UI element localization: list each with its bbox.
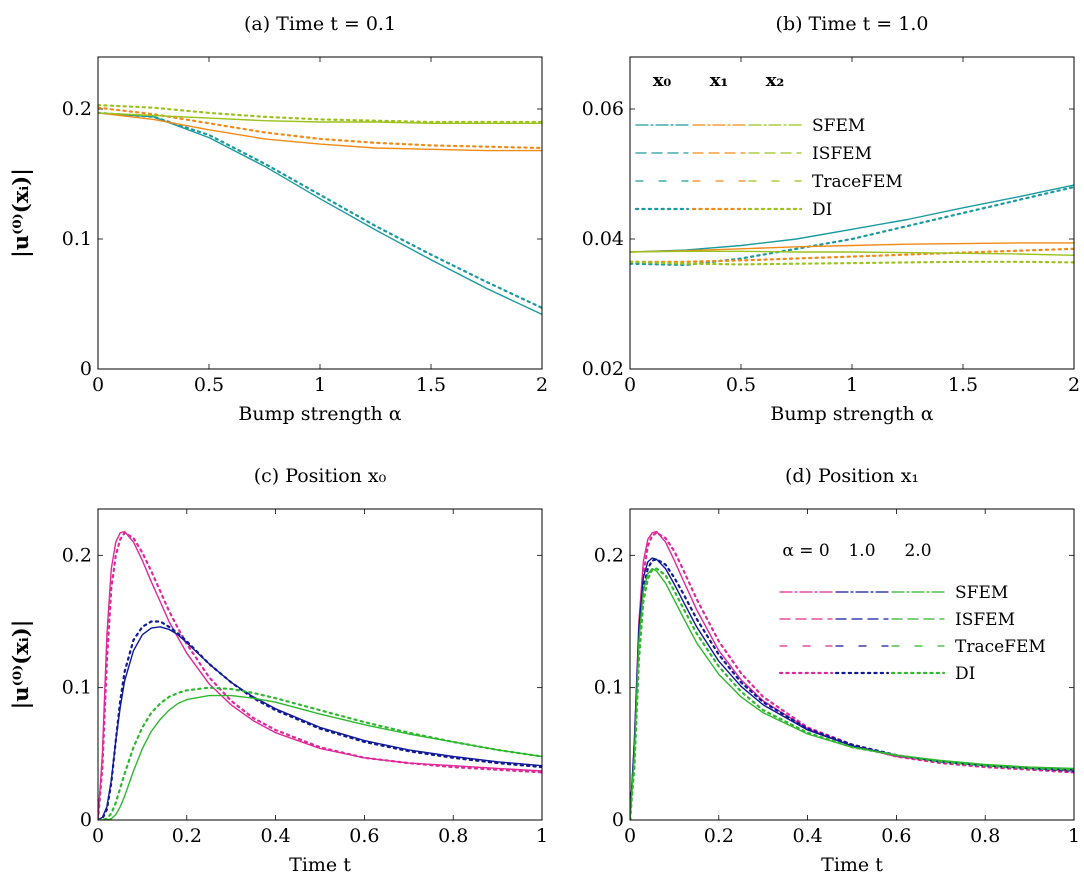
x-axis-label: Bump strength α <box>238 403 401 425</box>
series-line-yellowgreen-dotted <box>98 103 542 124</box>
x-tick-label: 1 <box>536 825 548 847</box>
legend-header: 1.0 <box>848 541 875 561</box>
chart-panel-c: (c) Position x₀ 0 0.2 0.4 0.6 0.8 1 0 0.1 0.2 Time… <box>8 465 548 876</box>
y-tick-label: 0.1 <box>594 677 624 699</box>
series-line-navy-solid <box>98 626 542 820</box>
chart-panel-b: (b) Time t = 1.0 0 0.5 1 1.5 2 0.02 0.04 0.06 Bum… <box>582 13 1080 425</box>
legend-header: 2.0 <box>904 541 931 561</box>
y-tick-label: 0.2 <box>62 544 92 566</box>
legend-label: SFEM <box>955 583 1008 603</box>
x-tick-label: 0.8 <box>438 825 468 847</box>
series-line-magenta-solid <box>98 530 542 820</box>
series-line-green-solid <box>630 567 1074 820</box>
legend-label: ISFEM <box>812 144 872 164</box>
series-line-magenta-dotted <box>98 531 542 820</box>
y-tick-label: 0 <box>612 809 624 831</box>
x-tick-label: 0.4 <box>260 825 290 847</box>
y-tick-label: 0 <box>80 809 92 831</box>
series-line-green-dotted <box>630 567 1074 820</box>
x-tick-label: 1 <box>314 374 326 396</box>
x-tick-label: 0.8 <box>970 825 1000 847</box>
x-tick-label: 2 <box>536 374 548 396</box>
chart-panel-d: (d) Position x₁ 0 0.2 0.4 0.6 0.8 1 0 0.1 0.2 Time… <box>594 465 1080 876</box>
axes-frame <box>629 508 1075 821</box>
series-line-navy-dotted <box>98 620 542 820</box>
x-tick-label: 0 <box>92 374 104 396</box>
axes-frame <box>97 56 543 370</box>
series-line-teal-dotted <box>630 185 1074 267</box>
plot-area <box>630 530 1074 820</box>
x-tick-label: 1 <box>846 374 858 396</box>
x-axis-label: Time t <box>289 854 351 876</box>
x-tick-label: 2 <box>1068 374 1080 396</box>
series-line-yellowgreen-solid <box>630 250 1074 257</box>
legend-label: TraceFEM <box>955 637 1046 657</box>
axes-frame <box>97 508 543 821</box>
legend-header: x₁ <box>710 70 729 91</box>
series-line-teal-solid <box>98 112 542 316</box>
legend-header: x₀ <box>653 70 672 91</box>
chart-panel-a: (a) Time t = 0.1 0 0.5 1 1.5 2 0 0.1 0.2 Bump str… <box>8 13 548 425</box>
series-line-teal-dotted <box>98 111 542 309</box>
series-line-green-dotted <box>98 686 542 820</box>
y-axis-label: |u⁽⁰⁾(xᵢ)| <box>8 620 33 710</box>
legend-label: TraceFEM <box>812 172 903 192</box>
x-tick-label: 0 <box>624 825 636 847</box>
y-tick-label: 0.2 <box>62 98 92 120</box>
y-axis-label: |u⁽⁰⁾(xᵢ)| <box>8 168 33 258</box>
x-tick-label: 0 <box>92 825 104 847</box>
chart-title: (c) Position x₀ <box>254 465 387 487</box>
x-tick-label: 1 <box>1068 825 1080 847</box>
series-line-orange-solid <box>630 242 1074 253</box>
y-tick-label: 0.06 <box>582 98 624 120</box>
series-line-orange-solid <box>98 112 542 152</box>
plot-area <box>98 103 542 316</box>
y-tick-label: 0 <box>80 358 92 380</box>
legend-header: x₂ <box>766 70 785 91</box>
x-tick-label: 0.5 <box>726 374 756 396</box>
x-tick-label: 0.5 <box>194 374 224 396</box>
series-line-orange-dotted <box>630 247 1074 263</box>
legend-ab: x₀ x₁ x₂ SFEM ISFEM TraceFEM DI <box>634 70 903 220</box>
y-tick-label: 0.02 <box>582 358 624 380</box>
chart-title: (a) Time t = 0.1 <box>244 13 396 35</box>
x-tick-label: 1.5 <box>416 374 446 396</box>
axes-frame <box>629 56 1075 370</box>
series-line-teal-solid <box>630 184 1074 253</box>
x-axis-label: Bump strength α <box>770 403 933 425</box>
chart-title: (d) Position x₁ <box>785 465 919 487</box>
legend-label: DI <box>955 664 975 684</box>
x-tick-label: 0.6 <box>881 825 911 847</box>
x-tick-label: 0.4 <box>792 825 822 847</box>
series-line-green-solid <box>98 694 542 820</box>
legend-label: SFEM <box>812 116 865 136</box>
legend-label: DI <box>812 200 832 220</box>
x-tick-label: 1.5 <box>948 374 978 396</box>
legend-label: ISFEM <box>955 610 1015 630</box>
x-tick-label: 0 <box>624 374 636 396</box>
series-line-yellowgreen-solid <box>98 112 542 125</box>
series-line-magenta-dotted <box>630 531 1074 820</box>
y-tick-label: 0.2 <box>594 544 624 566</box>
x-tick-label: 0.2 <box>704 825 734 847</box>
y-tick-label: 0.1 <box>62 677 92 699</box>
chart-title: (b) Time t = 1.0 <box>776 13 929 35</box>
x-axis-label: Time t <box>821 854 883 876</box>
x-tick-label: 0.6 <box>349 825 379 847</box>
legend-header: α = 0 <box>782 541 829 561</box>
plot-area <box>630 184 1074 267</box>
series-line-magenta-solid <box>630 530 1074 820</box>
x-tick-label: 0.2 <box>172 825 202 847</box>
series-line-orange-dotted <box>98 106 542 150</box>
legend-d: α = 0 1.0 2.0 SFEM ISFEM TraceFEM DI <box>778 541 1046 684</box>
plot-area <box>98 530 542 820</box>
y-tick-label: 0.1 <box>62 228 92 250</box>
y-tick-label: 0.04 <box>582 228 624 250</box>
